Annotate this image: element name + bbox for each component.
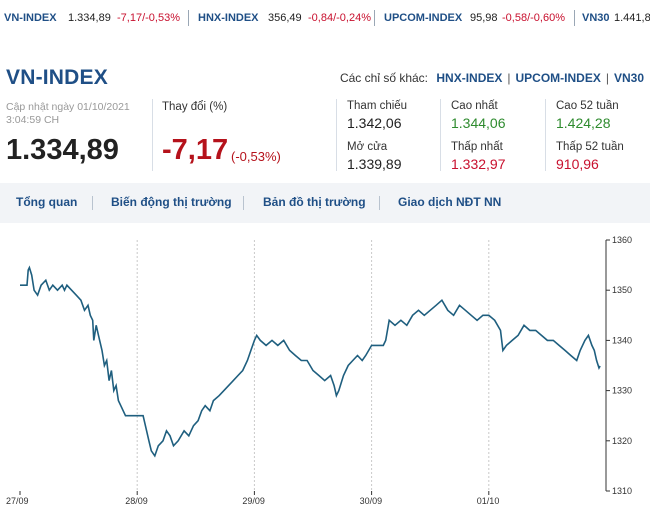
change-percent: (-0,53%) xyxy=(231,149,281,164)
low-label: Thấp nhất xyxy=(451,141,503,153)
other-indices: Các chỉ số khác: HNX-INDEX | UPCOM-INDEX | V… xyxy=(340,71,644,85)
tab-overview[interactable]: Tổng quan xyxy=(16,195,78,209)
tab-divider xyxy=(92,196,93,210)
low-value: 1.332,97 xyxy=(451,156,506,172)
high-value: 1.344,06 xyxy=(451,115,506,131)
tab-foreign-trading[interactable]: Giao dịch NĐT NN xyxy=(398,195,502,209)
y-tick-label: 1330 xyxy=(612,386,632,396)
y-tick-label: 1310 xyxy=(612,486,632,496)
high-label: Cao nhất xyxy=(451,100,498,112)
high52-label: Cao 52 tuần xyxy=(556,100,619,112)
tab-market-map[interactable]: Bản đồ thị trường xyxy=(263,195,366,209)
updated-time: Cập nhật ngày 01/10/2021 3:04:59 CH xyxy=(6,101,130,127)
tab-bar: Tổng quan Biến động thị trường Bản đồ th… xyxy=(0,183,650,223)
ticker-name[interactable]: VN30 xyxy=(582,12,610,24)
ticker-value: 1.441,8 xyxy=(614,12,650,24)
ref-value: 1.342,06 xyxy=(347,115,402,131)
ticker-name[interactable]: HNX-INDEX xyxy=(198,12,259,24)
x-tick-label: 30/09 xyxy=(360,496,383,506)
index-chart: 1310 1320 1330 1340 1350 1360 27/09 28/09 29/09… xyxy=(6,235,632,506)
x-ticks: 27/09 28/09 29/09 30/09 01/10 xyxy=(6,491,499,506)
y-tick-label: 1340 xyxy=(612,335,632,345)
divider xyxy=(152,99,153,171)
low52-label: Thấp 52 tuần xyxy=(556,141,624,153)
updated-date: Cập nhật ngày 01/10/2021 xyxy=(6,101,130,113)
tab-divider xyxy=(379,196,380,210)
link-divider: | xyxy=(507,71,511,85)
ticker-name[interactable]: VN-INDEX xyxy=(4,12,57,24)
change-label: Thay đổi (%) xyxy=(162,101,228,113)
divider xyxy=(336,99,337,171)
page-title: VN-INDEX xyxy=(6,66,108,89)
other-index-link[interactable]: UPCOM-INDEX xyxy=(515,71,601,85)
link-divider: | xyxy=(605,71,609,85)
ticker-change: -0,58/-0,60% xyxy=(502,12,565,24)
ticker-value: 95,98 xyxy=(470,12,498,24)
chart-grid xyxy=(136,240,490,491)
other-indices-label: Các chỉ số khác: xyxy=(339,71,429,85)
tab-market-movement[interactable]: Biến động thị trường xyxy=(111,195,232,209)
low52-value: 910,96 xyxy=(556,156,599,172)
series-line xyxy=(20,265,601,458)
updated-clock: 3:04:59 CH xyxy=(6,114,60,126)
x-tick-label: 01/10 xyxy=(477,496,500,506)
x-tick-label: 27/09 xyxy=(6,496,29,506)
open-value: 1.339,89 xyxy=(347,156,402,172)
other-index-link[interactable]: VN30 xyxy=(613,71,644,85)
y-ticks: 1310 1320 1330 1340 1350 1360 xyxy=(606,235,632,496)
ref-label: Tham chiếu xyxy=(347,100,408,112)
ticker-bar: VN-INDEX 1.334,89 -7,17/-0,53% HNX-INDEX… xyxy=(0,0,650,38)
divider xyxy=(440,99,441,171)
ticker-divider xyxy=(574,10,575,26)
ticker-value: 356,49 xyxy=(268,12,302,24)
ticker-divider xyxy=(188,10,189,26)
ticker-change: -0,84/-0,24% xyxy=(308,12,371,24)
ticker-divider xyxy=(374,10,375,26)
other-index-link[interactable]: HNX-INDEX xyxy=(436,71,503,85)
x-tick-label: 29/09 xyxy=(242,496,265,506)
ticker-change: -7,17/-0,53% xyxy=(117,12,180,24)
ticker-value: 1.334,89 xyxy=(68,12,111,24)
change-value: -7,17 xyxy=(162,134,229,166)
open-label: Mở cửa xyxy=(347,141,388,153)
divider xyxy=(545,99,546,171)
y-tick-label: 1320 xyxy=(612,436,632,446)
ticker-name[interactable]: UPCOM-INDEX xyxy=(384,12,463,24)
high52-value: 1.424,28 xyxy=(556,115,611,131)
tab-divider xyxy=(243,196,244,210)
y-tick-label: 1360 xyxy=(612,235,632,245)
y-tick-label: 1350 xyxy=(612,285,632,295)
x-tick-label: 28/09 xyxy=(125,496,148,506)
index-value: 1.334,89 xyxy=(6,134,119,166)
